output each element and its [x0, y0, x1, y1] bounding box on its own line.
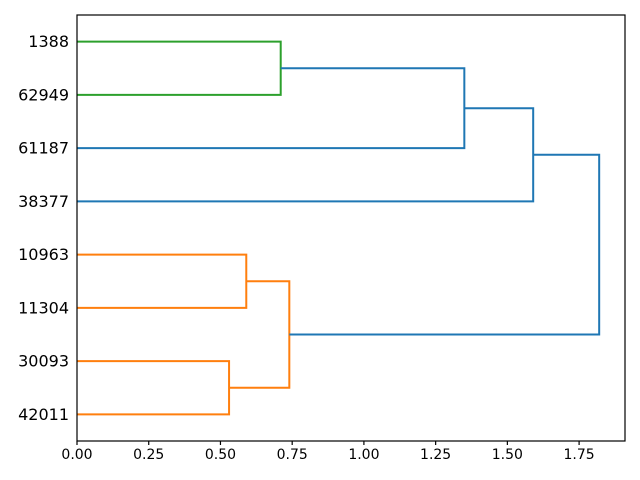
leaf-label: 30093 [18, 352, 69, 371]
x-tick-label: 1.00 [348, 447, 379, 463]
axes-box [76, 14, 626, 442]
leaf-label: 11304 [18, 298, 69, 317]
x-tick-label: 0.25 [133, 447, 164, 463]
leaf-label: 42011 [18, 405, 69, 424]
leaf-label: 61187 [18, 139, 69, 158]
leaf-label: 38377 [18, 192, 69, 211]
dendrogram-link-m1 [77, 253, 248, 309]
dendrogram-link-m6 [289, 153, 601, 336]
leaf-label: 62949 [18, 85, 69, 104]
x-tick-label: 0.50 [205, 447, 236, 463]
leaf-label: 10963 [18, 245, 69, 264]
dendrogram-link-m2 [77, 360, 231, 416]
x-tick-label: 1.75 [564, 447, 595, 463]
x-tick-label: 1.50 [492, 447, 523, 463]
x-tick-label: 0.75 [277, 447, 308, 463]
x-tick-label: 0.00 [61, 447, 92, 463]
leaf-label: 1388 [28, 32, 69, 51]
x-tick-label: 1.25 [420, 447, 451, 463]
dendrogram-link-m0 [77, 40, 282, 96]
dendrogram-link-m5 [77, 107, 535, 203]
dendrogram-link-m3 [229, 280, 291, 389]
dendrogram-link-m4 [77, 67, 466, 150]
